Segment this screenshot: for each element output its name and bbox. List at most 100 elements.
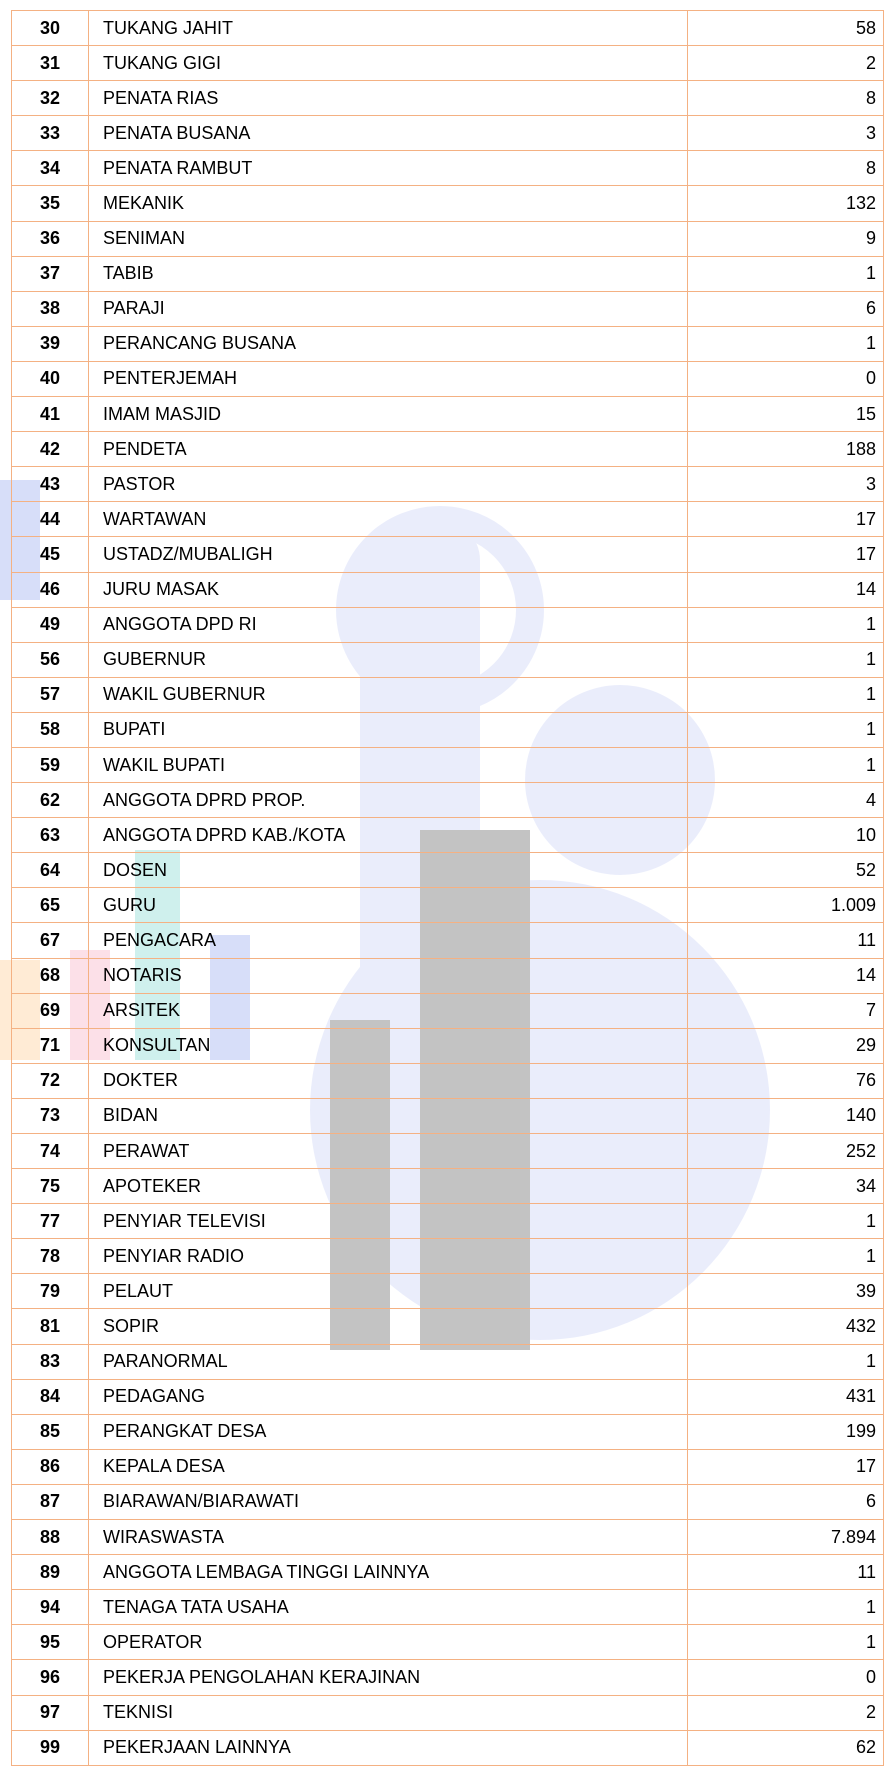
table-row: 58 BUPATI 1 [11, 711, 884, 748]
occupation: TABIB [88, 255, 688, 292]
count: 15 [687, 396, 884, 433]
occupation: WAKIL BUPATI [88, 746, 688, 784]
count: 29 [687, 1027, 884, 1064]
count: 1 [687, 711, 884, 748]
table-row: 88 WIRASWASTA 7.894 [11, 1519, 884, 1556]
row-number: 83 [11, 1343, 89, 1380]
table-row: 45 USTADZ/MUBALIGH 17 [11, 536, 884, 573]
table-row: 94 TENAGA TATA USAHA 1 [11, 1589, 884, 1626]
row-number: 57 [11, 676, 89, 713]
occupation: SOPIR [88, 1308, 688, 1345]
table-row: 37 TABIB 1 [11, 255, 884, 292]
occupation: BIARAWAN/BIARAWATI [88, 1483, 688, 1521]
occupation: ARSITEK [88, 992, 688, 1029]
row-number: 43 [11, 466, 89, 503]
table-row: 40 PENTERJEMAH 0 [11, 360, 884, 398]
table-row: 39 PERANCANG BUSANA 1 [11, 325, 884, 362]
row-number: 31 [11, 45, 89, 82]
row-number: 73 [11, 1097, 89, 1135]
occupation: KONSULTAN [88, 1027, 688, 1064]
occupation: TUKANG JAHIT [88, 9, 688, 47]
occupation: WARTAWAN [88, 501, 688, 538]
count: 1.009 [687, 887, 884, 924]
row-number: 35 [11, 185, 89, 222]
count: 9 [687, 220, 884, 257]
count: 3 [687, 466, 884, 503]
table-row: 34 PENATA RAMBUT 8 [11, 150, 884, 187]
row-number: 85 [11, 1413, 89, 1450]
table-row: 89 ANGGOTA LEMBAGA TINGGI LAINNYA 11 [11, 1554, 884, 1591]
row-number: 99 [11, 1729, 89, 1766]
occupation: TEKNISI [88, 1694, 688, 1731]
count: 7.894 [687, 1519, 884, 1556]
table-row: 32 PENATA RIAS 8 [11, 80, 884, 117]
count: 0 [687, 1659, 884, 1696]
count: 17 [687, 1448, 884, 1485]
occupation: TUKANG GIGI [88, 45, 688, 82]
count: 1 [687, 641, 884, 678]
row-number: 84 [11, 1378, 89, 1415]
row-number: 95 [11, 1624, 89, 1661]
count: 188 [687, 431, 884, 468]
table-row: 62 ANGGOTA DPRD PROP. 4 [11, 782, 884, 819]
count: 252 [687, 1132, 884, 1170]
occupation: PENDETA [88, 431, 688, 468]
row-number: 40 [11, 360, 89, 398]
occupation: IMAM MASJID [88, 396, 688, 433]
count: 52 [687, 852, 884, 889]
count: 2 [687, 1694, 884, 1731]
occupation: WIRASWASTA [88, 1519, 688, 1556]
row-number: 41 [11, 396, 89, 433]
row-number: 58 [11, 711, 89, 748]
row-number: 42 [11, 431, 89, 468]
count: 62 [687, 1729, 884, 1766]
count: 3 [687, 115, 884, 152]
count: 132 [687, 185, 884, 222]
occupation: ANGGOTA DPD RI [88, 606, 688, 643]
occupation: KEPALA DESA [88, 1448, 688, 1485]
count: 140 [687, 1097, 884, 1135]
occupation: PERANGKAT DESA [88, 1413, 688, 1450]
occupation: PEKERJAAN LAINNYA [88, 1729, 688, 1766]
row-number: 67 [11, 922, 89, 959]
occupation: ANGGOTA DPRD PROP. [88, 782, 688, 819]
occupation: ANGGOTA LEMBAGA TINGGI LAINNYA [88, 1554, 688, 1591]
count: 34 [687, 1168, 884, 1205]
occupation: SENIMAN [88, 220, 688, 257]
count: 11 [687, 922, 884, 959]
count: 1 [687, 325, 884, 362]
row-number: 49 [11, 606, 89, 643]
row-number: 63 [11, 817, 89, 854]
occupation: APOTEKER [88, 1168, 688, 1205]
occupation: JURU MASAK [88, 571, 688, 608]
count: 0 [687, 360, 884, 398]
count: 199 [687, 1413, 884, 1450]
table-row: 44 WARTAWAN 17 [11, 501, 884, 538]
row-number: 32 [11, 80, 89, 117]
count: 17 [687, 536, 884, 573]
occupation: WAKIL GUBERNUR [88, 676, 688, 713]
row-number: 62 [11, 782, 89, 819]
table-row: 38 PARAJI 6 [11, 290, 884, 327]
count: 76 [687, 1062, 884, 1099]
count: 14 [687, 957, 884, 994]
table-row: 75 APOTEKER 34 [11, 1168, 884, 1205]
occupation: PELAUT [88, 1273, 688, 1310]
row-number: 88 [11, 1519, 89, 1556]
table-row: 33 PENATA BUSANA 3 [11, 115, 884, 152]
count: 8 [687, 150, 884, 187]
row-number: 38 [11, 290, 89, 327]
table-row: 49 ANGGOTA DPD RI 1 [11, 606, 884, 643]
row-number: 36 [11, 220, 89, 257]
occupation: PENATA BUSANA [88, 115, 688, 152]
table-row: 68 NOTARIS 14 [11, 957, 884, 994]
count: 2 [687, 45, 884, 82]
row-number: 64 [11, 852, 89, 889]
count: 7 [687, 992, 884, 1029]
row-number: 69 [11, 992, 89, 1029]
table-row: 59 WAKIL BUPATI 1 [11, 746, 884, 784]
row-number: 72 [11, 1062, 89, 1099]
count: 1 [687, 1589, 884, 1626]
occupation: BIDAN [88, 1097, 688, 1135]
